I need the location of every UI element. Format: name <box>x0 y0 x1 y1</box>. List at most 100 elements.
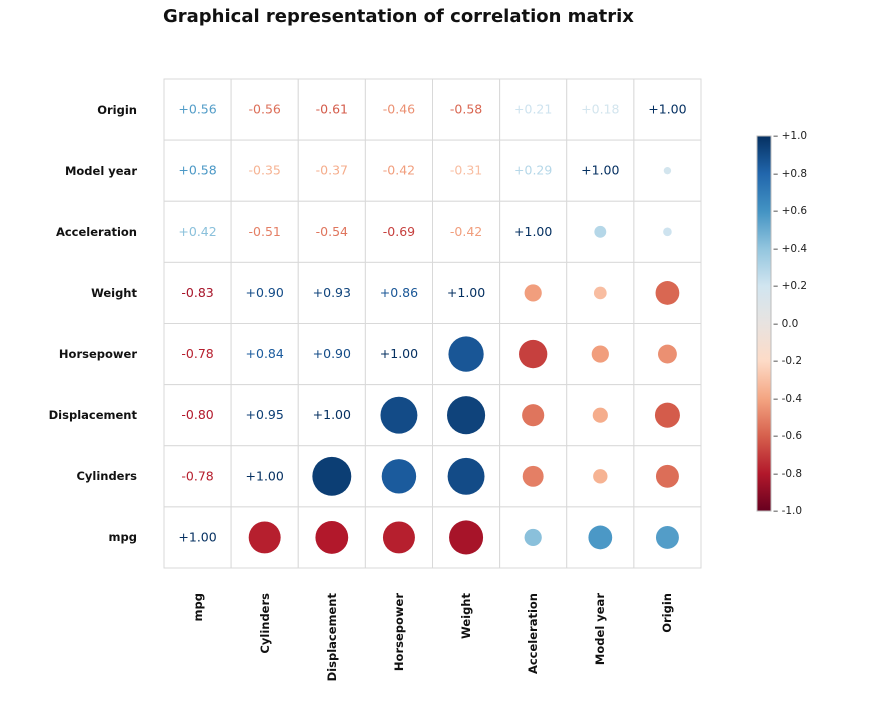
correlation-circle <box>655 525 679 549</box>
correlation-value: +0.90 <box>313 346 351 361</box>
correlation-value: +0.42 <box>178 224 216 239</box>
matrix-cell <box>364 78 433 141</box>
correlation-value: -0.37 <box>316 163 348 178</box>
correlation-value: -0.78 <box>181 468 213 483</box>
correlation-circle <box>446 396 486 435</box>
matrix-cell <box>499 78 568 141</box>
correlation-value: -0.69 <box>383 224 415 239</box>
matrix-cell <box>364 323 433 386</box>
correlation-circle <box>663 227 672 237</box>
correlation-circle <box>593 469 608 484</box>
correlation-value: +1.00 <box>178 529 216 544</box>
row-label: Origin <box>97 102 137 117</box>
colorbar-tick-label: – -0.6 <box>773 430 803 442</box>
matrix-cell <box>297 78 366 141</box>
colorbar-tick-label: – -0.4 <box>773 392 803 405</box>
correlation-value: -0.51 <box>249 224 281 239</box>
correlation-value: -0.80 <box>181 407 213 422</box>
correlation-value: -0.42 <box>383 163 415 178</box>
correlation-value: -0.83 <box>181 285 213 300</box>
correlation-circle <box>519 339 548 369</box>
correlation-value: +0.90 <box>246 285 284 300</box>
matrix-cell <box>432 200 501 263</box>
correlation-value: +0.95 <box>246 407 284 422</box>
row-label: Horsepower <box>58 347 137 362</box>
correlation-circle <box>658 344 677 364</box>
correlation-circle <box>448 336 484 372</box>
row-label: Displacement <box>48 408 137 423</box>
correlation-value: -0.78 <box>181 346 213 361</box>
matrix-cell <box>163 200 232 263</box>
correlation-value: +0.58 <box>178 163 216 178</box>
correlation-circle <box>594 225 607 238</box>
correlation-circle <box>524 528 542 547</box>
matrix-cell <box>297 384 366 447</box>
row-label: Weight <box>91 285 137 300</box>
correlation-circle <box>524 284 542 302</box>
correlation-grid: +0.56 -0.56 -0.61 -0.46 -0.58 +0.21 +0.18 +1.00… <box>163 78 702 569</box>
matrix-cell <box>230 384 299 447</box>
correlation-circle <box>654 402 680 428</box>
correlation-value: +1.00 <box>447 285 485 300</box>
correlation-circle <box>382 521 415 554</box>
matrix-cell <box>297 200 366 263</box>
correlation-value: -0.42 <box>450 224 482 239</box>
colorbar-tick-label: – +0.6 <box>773 205 808 217</box>
colorbar-tick-label: – 0.0 <box>773 317 799 330</box>
correlation-value: +1.00 <box>648 102 686 117</box>
correlation-circle <box>522 465 544 487</box>
correlation-circle <box>591 345 609 363</box>
correlation-value: +1.00 <box>313 407 351 422</box>
colorbar-tick-label: – -1.0 <box>773 505 803 517</box>
correlation-circle <box>380 396 418 434</box>
correlation-value: -0.61 <box>316 102 348 117</box>
correlation-value: +0.86 <box>380 285 418 300</box>
correlation-value: +0.21 <box>514 102 552 117</box>
column-label: Origin <box>660 593 675 633</box>
correlation-value: +0.84 <box>246 346 284 361</box>
matrix-cell <box>163 506 232 569</box>
matrix-cell <box>432 261 501 324</box>
colorbar-tick-label: – -0.8 <box>773 467 803 480</box>
chart-title: Graphical representation of correlation … <box>163 6 634 27</box>
colorbar-tick-label: – +0.2 <box>773 280 808 292</box>
correlation-value: -0.54 <box>316 224 348 239</box>
correlation-circle <box>655 281 680 305</box>
correlation-circle <box>312 456 352 496</box>
column-label: Horsepower <box>391 593 406 672</box>
correlation-value: +1.00 <box>246 468 284 483</box>
column-label: Model year <box>593 593 608 666</box>
matrix-cell <box>163 261 232 324</box>
correlation-circle <box>522 404 545 427</box>
correlation-circle <box>315 521 349 554</box>
column-label: Weight <box>459 593 474 639</box>
colorbar-tick-label: – +0.8 <box>773 167 808 180</box>
correlation-value: +1.00 <box>514 224 552 239</box>
matrix-cell <box>230 445 299 508</box>
matrix-cell <box>230 200 299 263</box>
row-label: Cylinders <box>76 469 137 484</box>
correlation-value: -0.58 <box>450 102 482 117</box>
correlation-circle <box>588 525 613 550</box>
correlation-value: -0.31 <box>450 163 482 178</box>
correlation-circle <box>248 521 281 554</box>
matrix-cell <box>163 78 232 141</box>
correlation-value: +0.56 <box>178 102 216 117</box>
correlation-circle <box>593 286 607 300</box>
matrix-cell <box>230 139 299 202</box>
correlation-value: +0.18 <box>581 102 619 117</box>
matrix-cell <box>163 445 232 508</box>
colorbar-tick-label: – -0.2 <box>773 355 803 367</box>
colorbar <box>756 135 772 512</box>
matrix-cell <box>364 261 433 324</box>
column-label: Acceleration <box>526 593 541 675</box>
matrix-cell <box>230 78 299 141</box>
matrix-cell <box>633 78 702 141</box>
correlation-circle <box>381 459 417 494</box>
matrix-cell <box>499 200 568 263</box>
row-label: Acceleration <box>55 224 137 239</box>
column-label: mpg <box>190 593 205 622</box>
correlation-value: +1.00 <box>380 346 418 361</box>
colorbar-gradient <box>756 135 772 512</box>
